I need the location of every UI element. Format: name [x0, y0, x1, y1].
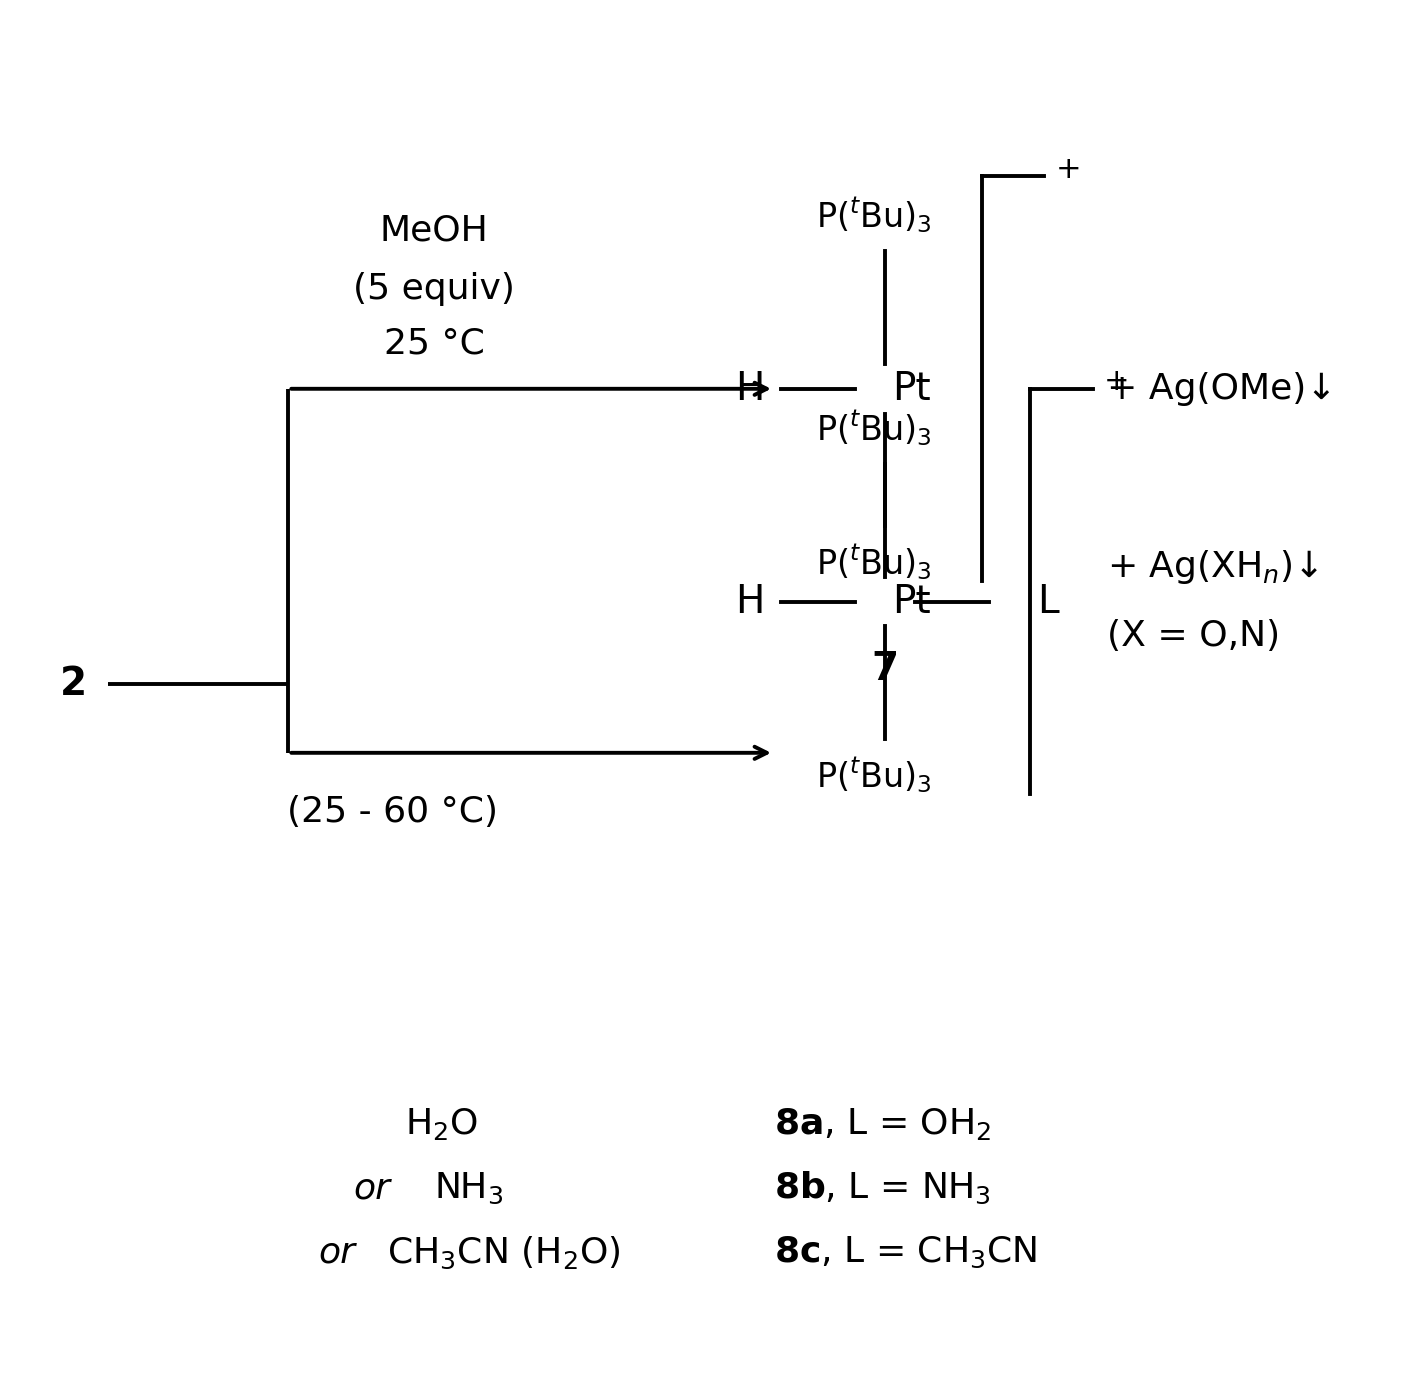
Text: $\mathbf{8a}$, L = OH$_2$: $\mathbf{8a}$, L = OH$_2$ — [774, 1106, 991, 1142]
Text: 7: 7 — [871, 650, 899, 688]
Text: or: or — [353, 1172, 390, 1205]
Text: H: H — [735, 370, 764, 408]
Text: H$_2$O: H$_2$O — [405, 1106, 478, 1142]
Text: +: + — [1103, 368, 1130, 397]
Text: $\mathbf{8b}$, L = NH$_3$: $\mathbf{8b}$, L = NH$_3$ — [774, 1171, 990, 1206]
Text: (X = O,N): (X = O,N) — [1106, 619, 1280, 654]
Text: Pt: Pt — [892, 583, 931, 621]
Text: Pt: Pt — [892, 370, 931, 408]
Text: $\mathbf{8c}$, L = CH$_3$CN: $\mathbf{8c}$, L = CH$_3$CN — [774, 1236, 1037, 1270]
Text: or: or — [318, 1236, 356, 1270]
Text: 25 °C: 25 °C — [384, 326, 485, 361]
Text: P($^t$Bu)$_3$: P($^t$Bu)$_3$ — [816, 543, 932, 582]
Text: NH$_3$: NH$_3$ — [435, 1171, 503, 1206]
Text: 2: 2 — [60, 665, 87, 703]
Text: H: H — [735, 583, 764, 621]
Text: + Ag(XH$_n$)↓: + Ag(XH$_n$)↓ — [1106, 549, 1318, 586]
Text: + Ag(OMe)↓: + Ag(OMe)↓ — [1106, 372, 1336, 406]
Text: (5 equiv): (5 equiv) — [353, 271, 515, 305]
Text: CH$_3$CN (H$_2$O): CH$_3$CN (H$_2$O) — [387, 1234, 620, 1271]
Text: (25 - 60 °C): (25 - 60 °C) — [287, 795, 498, 829]
Text: P($^t$Bu)$_3$: P($^t$Bu)$_3$ — [816, 756, 932, 796]
Text: MeOH: MeOH — [380, 214, 488, 247]
Text: P($^t$Bu)$_3$: P($^t$Bu)$_3$ — [816, 195, 932, 235]
Text: +: + — [1056, 155, 1081, 184]
Text: L: L — [1037, 583, 1059, 621]
Text: P($^t$Bu)$_3$: P($^t$Bu)$_3$ — [816, 408, 932, 448]
